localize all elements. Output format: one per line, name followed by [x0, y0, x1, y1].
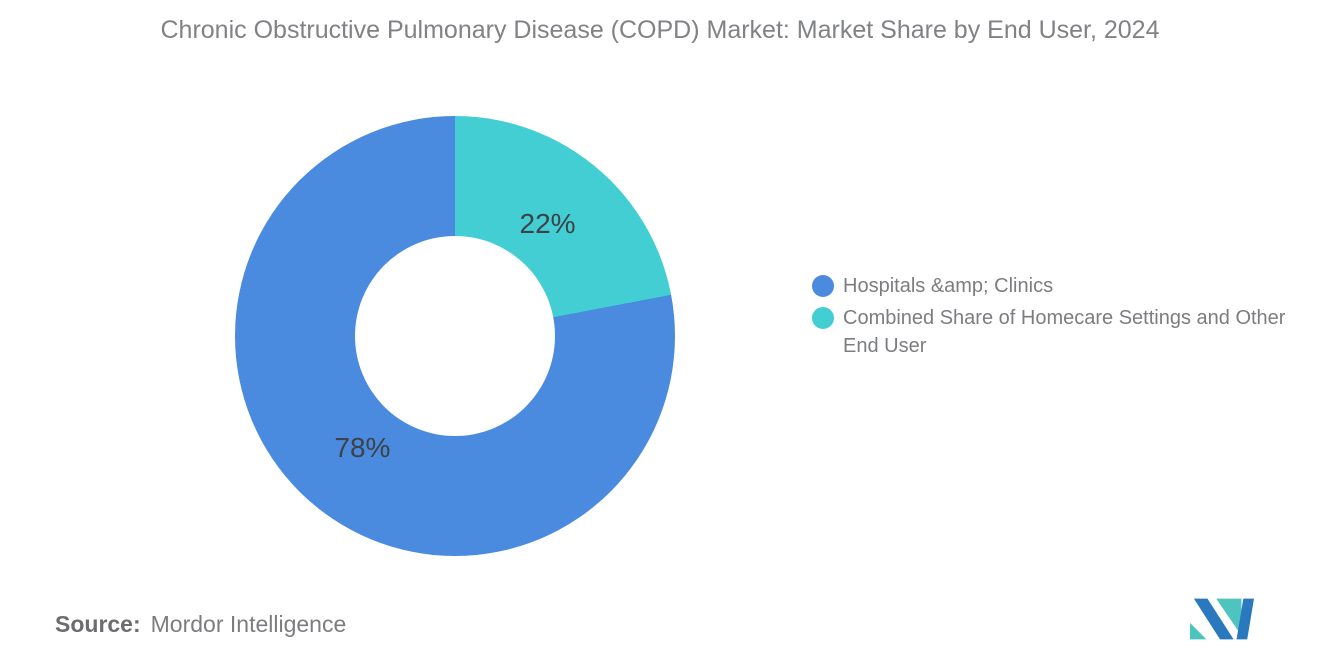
legend-item-hospitals-clinics[interactable]: Hospitals &amp; Clinics: [812, 272, 1287, 300]
legend-item-label: Combined Share of Homecare Settings and …: [843, 307, 1286, 357]
mordor-intelligence-logo: [1190, 598, 1254, 640]
legend-marker-icon: [812, 275, 834, 297]
slice-label: 78%: [334, 431, 391, 463]
logo-shape-teal-triangle: [1216, 598, 1242, 636]
source-value: Mordor Intelligence: [150, 611, 347, 637]
donut-hole: [355, 236, 555, 436]
legend-item-homecare-other[interactable]: Combined Share of Homecare Settings and …: [812, 304, 1287, 360]
donut-chart: 22% 78%: [235, 116, 675, 556]
chart-legend: Hospitals &amp; Clinics Combined Share o…: [812, 272, 1287, 364]
chart-title: Chronic Obstructive Pulmonary Disease (C…: [160, 16, 1160, 44]
legend-item-label: Hospitals &amp; Clinics: [843, 275, 1054, 297]
logo-shape-blue-diagonal: [1193, 598, 1234, 640]
source-label: Source:: [55, 611, 141, 637]
source-line: Source: Mordor Intelligence: [55, 610, 346, 638]
logo-shape-teal-left: [1190, 622, 1207, 640]
legend-marker-icon: [812, 307, 834, 329]
logo-shape-blue-right: [1236, 598, 1254, 640]
slice-label: 22%: [519, 208, 576, 240]
